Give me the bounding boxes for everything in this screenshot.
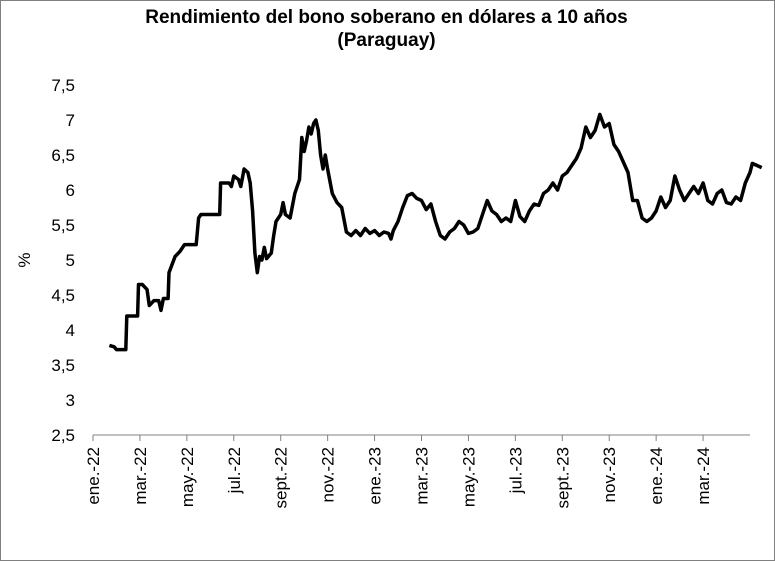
- x-tick-label: ene.-22: [84, 447, 103, 505]
- y-tick-label: 3: [66, 391, 75, 410]
- x-tick-label: nov.-23: [600, 447, 619, 502]
- x-tick-label: ene.-23: [366, 447, 385, 505]
- x-tick-label: may.-23: [459, 447, 478, 507]
- chart-title: Rendimiento del bono soberano en dólares…: [145, 7, 628, 28]
- x-tick-label: sept.-22: [272, 447, 291, 508]
- y-tick-label: 4: [66, 321, 75, 340]
- x-tick-label: may.-22: [178, 447, 197, 507]
- y-tick-label: 3,5: [51, 356, 75, 375]
- x-axis: ene.-22 mar.-22 may.-22 jul.-22 sept.-22 nov.…: [84, 434, 750, 508]
- x-tick-label: jul.-22: [225, 447, 244, 494]
- x-tick-label: ene.-24: [647, 447, 666, 505]
- y-tick-label: 5,5: [51, 216, 75, 235]
- y-axis-label: %: [15, 252, 34, 267]
- y-tick-label: 2,5: [51, 426, 75, 445]
- y-axis-ticks: 2,5 3 3,5 4 4,5 5 5,5 6 6,5 7 7,5: [51, 76, 75, 445]
- chart-subtitle: (Paraguay): [337, 30, 436, 51]
- y-tick-label: 6: [66, 181, 75, 200]
- y-tick-label: 6,5: [51, 146, 75, 165]
- x-tick-label: sept.-23: [553, 447, 572, 508]
- y-tick-label: 5: [66, 251, 75, 270]
- y-tick-label: 4,5: [51, 286, 75, 305]
- x-tick-label: jul.-23: [506, 447, 525, 494]
- x-tick-label: mar.-22: [131, 447, 150, 505]
- x-tick-label: mar.-23: [413, 447, 432, 505]
- y-tick-label: 7,5: [51, 76, 75, 95]
- y-tick-label: 7: [66, 111, 75, 130]
- series-line: [108, 112, 763, 352]
- series-layer: [108, 112, 763, 352]
- x-tick-label: mar.-24: [694, 447, 713, 505]
- x-tick-label: nov.-22: [319, 447, 338, 502]
- chart-title-block: Rendimiento del bono soberano en dólares…: [0, 6, 773, 52]
